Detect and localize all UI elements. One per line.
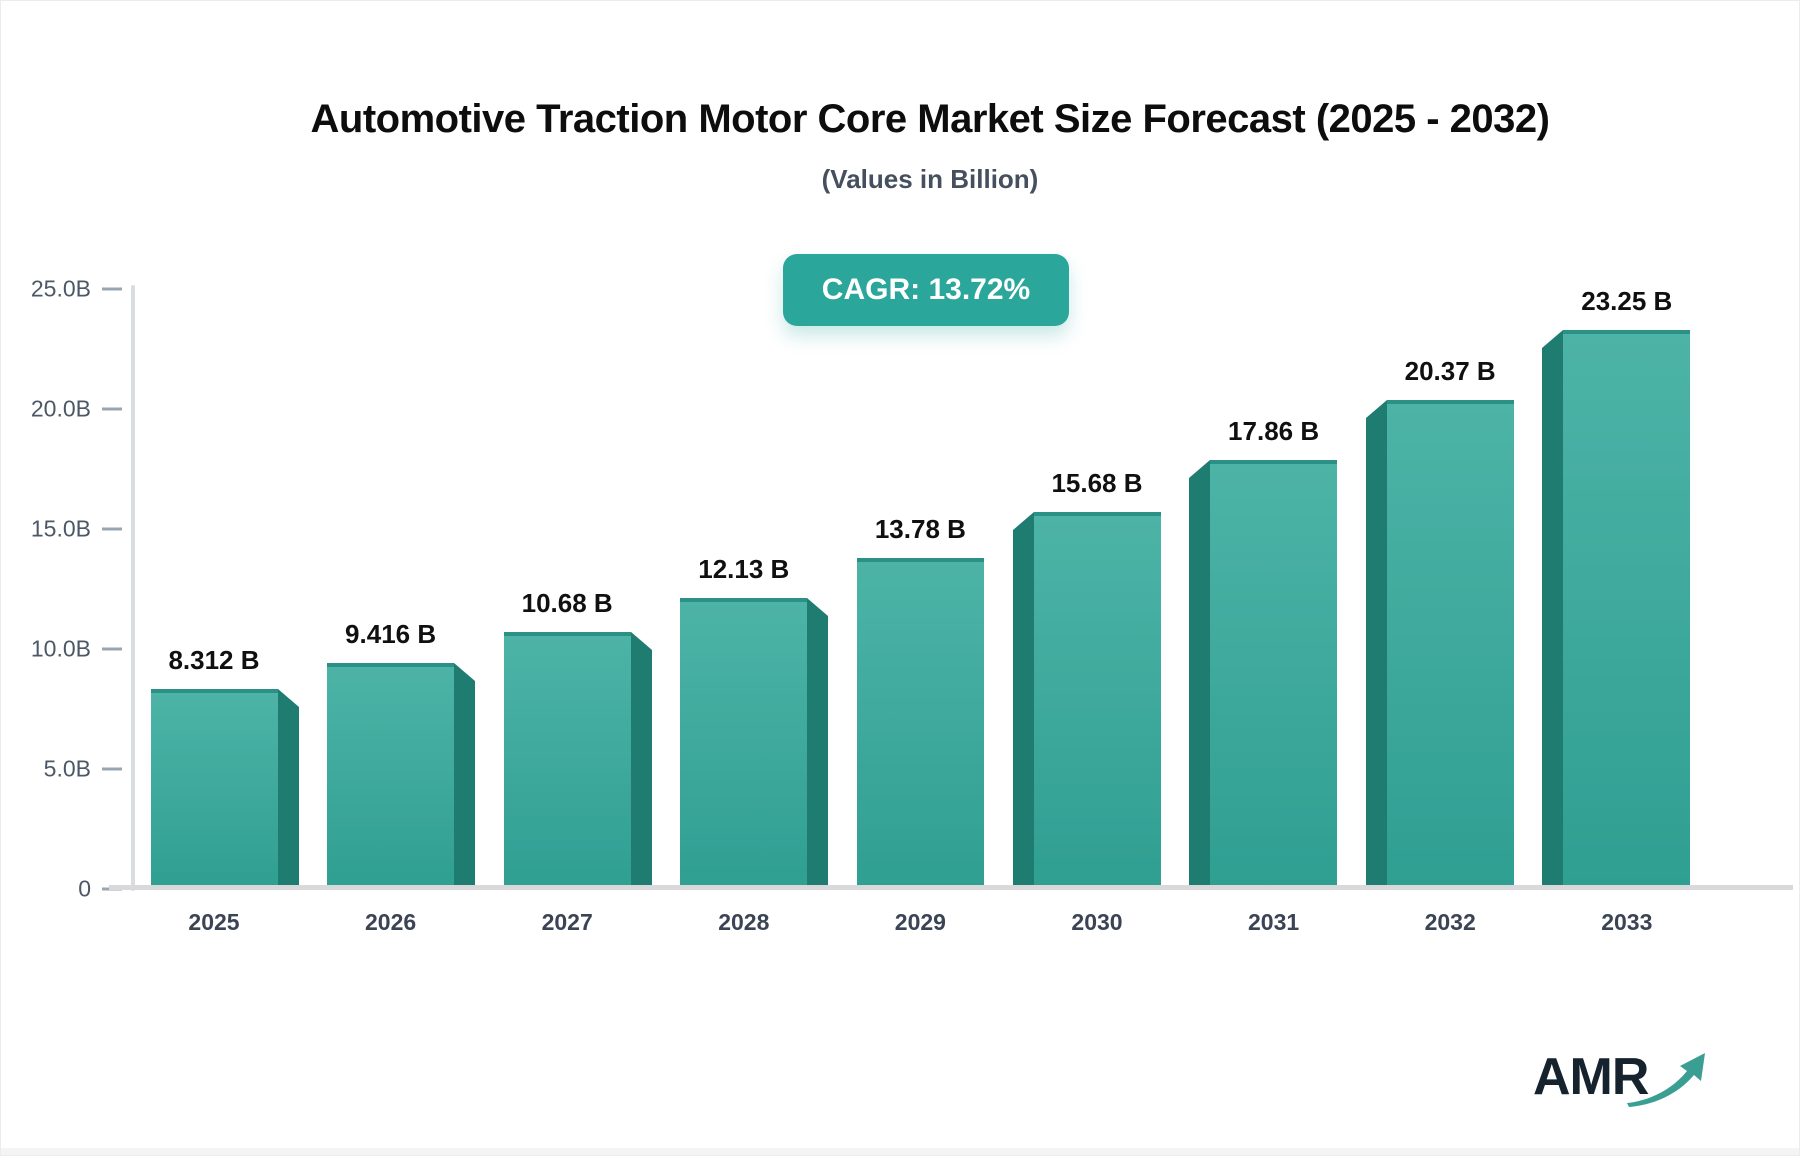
growth-arrow-icon [1627,1053,1705,1107]
y-axis-tick-mark [102,767,122,771]
cagr-badge: CAGR: 13.72% [783,254,1069,326]
bar-side-panel [631,632,652,889]
bar-2028 [680,598,807,889]
y-axis-tick-mark [102,287,122,291]
bar-side-panel [1189,460,1210,889]
bar-value-label: 17.86 B [1228,416,1320,446]
page-bottom-strip [1,1148,1799,1155]
x-axis-label-2027: 2027 [541,909,593,935]
x-axis-label-2033: 2033 [1601,909,1653,935]
x-axis-label-2028: 2028 [718,909,770,935]
bar-2029 [857,558,984,889]
y-axis-tick-label: 0 [78,875,91,902]
bar-2026 [327,663,454,889]
x-axis-baseline [109,885,1793,890]
bar-value-label: 15.68 B [1051,468,1143,498]
bar-value-label: 20.37 B [1404,356,1496,386]
bar-side-panel [454,663,475,889]
bar-side-panel [1542,330,1563,889]
chart-title: Automotive Traction Motor Core Market Si… [310,97,1550,141]
bar-2030 [1034,512,1161,889]
bar-2027 [504,632,631,889]
bar-2033 [1563,330,1690,889]
y-axis-tick-mark [102,527,122,531]
bar-value-label: 10.68 B [521,588,613,618]
y-axis-tick-label: 25.0B [30,275,91,302]
bar-side-panel [1366,400,1387,889]
bar-side-panel [278,689,299,889]
x-axis-label-2025: 2025 [188,909,240,935]
bar-value-label: 12.13 B [698,554,790,584]
y-axis-tick-mark [102,407,122,411]
bar-2031 [1210,460,1337,889]
bar-value-label: 9.416 B [345,619,437,649]
bar-side-panel [1013,512,1034,889]
x-axis-label-2030: 2030 [1071,909,1123,935]
y-axis-tick-mark [102,647,122,651]
amr-logo-text: AMR [1533,1048,1649,1106]
bar-value-label: 23.25 B [1581,286,1673,316]
y-axis-tick-label: 15.0B [30,515,91,542]
bar-2032 [1387,400,1514,889]
x-axis-label-2026: 2026 [365,909,417,935]
y-axis-tick-label: 10.0B [30,635,91,662]
amr-logo: AMR [1533,1039,1713,1119]
y-axis-line [131,285,135,891]
chart-subtitle: (Values in Billion) [821,164,1039,194]
x-axis-label-2032: 2032 [1424,909,1476,935]
bar-side-panel [807,598,828,889]
bar-value-label: 8.312 B [168,645,260,675]
x-axis-label-2031: 2031 [1248,909,1300,935]
x-axis-label-2029: 2029 [894,909,946,935]
bar-value-label: 13.78 B [874,514,966,544]
bar-2025 [151,689,278,889]
chart-header: Automotive Traction Motor Core Market Si… [61,97,1799,195]
y-axis-tick-label: 20.0B [30,395,91,422]
y-axis-tick-label: 5.0B [43,755,91,782]
